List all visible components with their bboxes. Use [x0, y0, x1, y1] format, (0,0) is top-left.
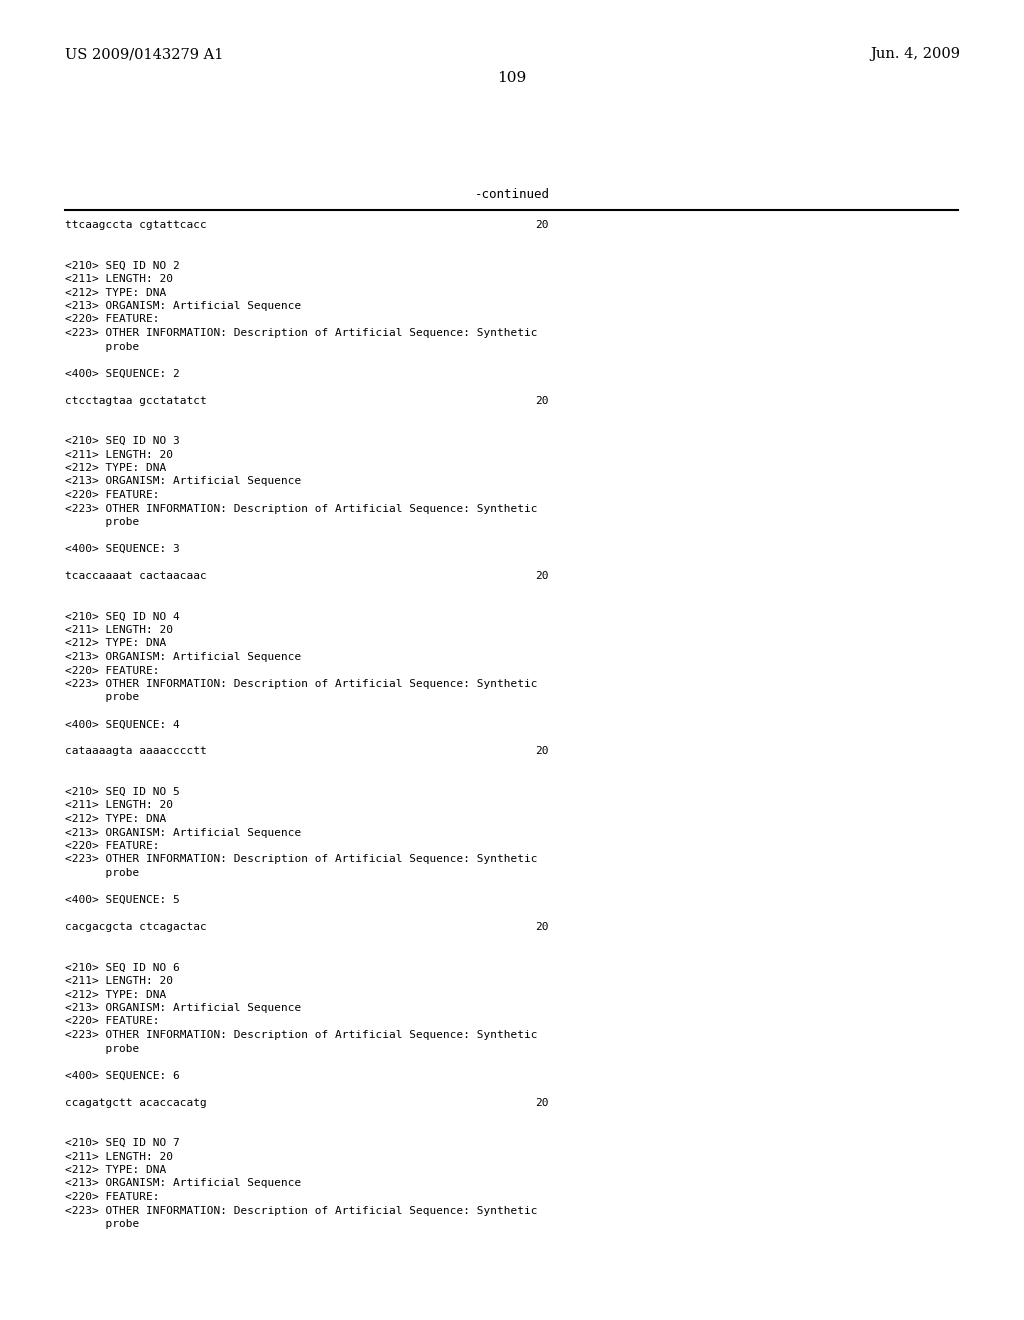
Text: <212> TYPE: DNA: <212> TYPE: DNA [65, 1166, 166, 1175]
Text: <213> ORGANISM: Artificial Sequence: <213> ORGANISM: Artificial Sequence [65, 301, 301, 312]
Text: <220> FEATURE:: <220> FEATURE: [65, 1192, 160, 1203]
Text: tcaccaaaat cactaacaac: tcaccaaaat cactaacaac [65, 572, 207, 581]
Text: <210> SEQ ID NO 6: <210> SEQ ID NO 6 [65, 962, 180, 973]
Text: <223> OTHER INFORMATION: Description of Artificial Sequence: Synthetic: <223> OTHER INFORMATION: Description of … [65, 678, 538, 689]
Text: <400> SEQUENCE: 3: <400> SEQUENCE: 3 [65, 544, 180, 554]
Text: <211> LENGTH: 20: <211> LENGTH: 20 [65, 1151, 173, 1162]
Text: <220> FEATURE:: <220> FEATURE: [65, 1016, 160, 1027]
Text: ttcaagccta cgtattcacc: ttcaagccta cgtattcacc [65, 220, 207, 230]
Text: <220> FEATURE:: <220> FEATURE: [65, 841, 160, 851]
Text: <210> SEQ ID NO 7: <210> SEQ ID NO 7 [65, 1138, 180, 1148]
Text: <213> ORGANISM: Artificial Sequence: <213> ORGANISM: Artificial Sequence [65, 1179, 301, 1188]
Text: <213> ORGANISM: Artificial Sequence: <213> ORGANISM: Artificial Sequence [65, 652, 301, 663]
Text: probe: probe [65, 342, 139, 351]
Text: Jun. 4, 2009: Jun. 4, 2009 [870, 48, 961, 61]
Text: 20: 20 [535, 220, 549, 230]
Text: <211> LENGTH: 20: <211> LENGTH: 20 [65, 975, 173, 986]
Text: 20: 20 [535, 921, 549, 932]
Text: <210> SEQ ID NO 5: <210> SEQ ID NO 5 [65, 787, 180, 797]
Text: probe: probe [65, 1218, 139, 1229]
Text: <223> OTHER INFORMATION: Description of Artificial Sequence: Synthetic: <223> OTHER INFORMATION: Description of … [65, 854, 538, 865]
Text: US 2009/0143279 A1: US 2009/0143279 A1 [65, 48, 223, 61]
Text: probe: probe [65, 517, 139, 527]
Text: <220> FEATURE:: <220> FEATURE: [65, 665, 160, 676]
Text: <210> SEQ ID NO 2: <210> SEQ ID NO 2 [65, 260, 180, 271]
Text: <212> TYPE: DNA: <212> TYPE: DNA [65, 639, 166, 648]
Text: <211> LENGTH: 20: <211> LENGTH: 20 [65, 450, 173, 459]
Text: 20: 20 [535, 572, 549, 581]
Text: <400> SEQUENCE: 2: <400> SEQUENCE: 2 [65, 368, 180, 379]
Text: <212> TYPE: DNA: <212> TYPE: DNA [65, 463, 166, 473]
Text: probe: probe [65, 693, 139, 702]
Text: 20: 20 [535, 747, 549, 756]
Text: <400> SEQUENCE: 4: <400> SEQUENCE: 4 [65, 719, 180, 730]
Text: <400> SEQUENCE: 6: <400> SEQUENCE: 6 [65, 1071, 180, 1081]
Text: <213> ORGANISM: Artificial Sequence: <213> ORGANISM: Artificial Sequence [65, 477, 301, 487]
Text: <220> FEATURE:: <220> FEATURE: [65, 490, 160, 500]
Text: <223> OTHER INFORMATION: Description of Artificial Sequence: Synthetic: <223> OTHER INFORMATION: Description of … [65, 503, 538, 513]
Text: <210> SEQ ID NO 4: <210> SEQ ID NO 4 [65, 611, 180, 622]
Text: <223> OTHER INFORMATION: Description of Artificial Sequence: Synthetic: <223> OTHER INFORMATION: Description of … [65, 1205, 538, 1216]
Text: <212> TYPE: DNA: <212> TYPE: DNA [65, 814, 166, 824]
Text: <212> TYPE: DNA: <212> TYPE: DNA [65, 288, 166, 297]
Text: ccagatgctt acaccacatg: ccagatgctt acaccacatg [65, 1097, 207, 1107]
Text: probe: probe [65, 1044, 139, 1053]
Text: <223> OTHER INFORMATION: Description of Artificial Sequence: Synthetic: <223> OTHER INFORMATION: Description of … [65, 1030, 538, 1040]
Text: probe: probe [65, 869, 139, 878]
Text: 20: 20 [535, 1097, 549, 1107]
Text: <211> LENGTH: 20: <211> LENGTH: 20 [65, 624, 173, 635]
Text: 109: 109 [498, 71, 526, 84]
Text: 20: 20 [535, 396, 549, 405]
Text: <210> SEQ ID NO 3: <210> SEQ ID NO 3 [65, 436, 180, 446]
Text: cataaaagta aaaacccctt: cataaaagta aaaacccctt [65, 747, 207, 756]
Text: <212> TYPE: DNA: <212> TYPE: DNA [65, 990, 166, 999]
Text: cacgacgcta ctcagactac: cacgacgcta ctcagactac [65, 921, 207, 932]
Text: <211> LENGTH: 20: <211> LENGTH: 20 [65, 275, 173, 284]
Text: <220> FEATURE:: <220> FEATURE: [65, 314, 160, 325]
Text: <211> LENGTH: 20: <211> LENGTH: 20 [65, 800, 173, 810]
Text: <400> SEQUENCE: 5: <400> SEQUENCE: 5 [65, 895, 180, 906]
Text: <213> ORGANISM: Artificial Sequence: <213> ORGANISM: Artificial Sequence [65, 828, 301, 837]
Text: <213> ORGANISM: Artificial Sequence: <213> ORGANISM: Artificial Sequence [65, 1003, 301, 1012]
Text: ctcctagtaa gcctatatct: ctcctagtaa gcctatatct [65, 396, 207, 405]
Text: -continued: -continued [474, 187, 550, 201]
Text: <223> OTHER INFORMATION: Description of Artificial Sequence: Synthetic: <223> OTHER INFORMATION: Description of … [65, 327, 538, 338]
